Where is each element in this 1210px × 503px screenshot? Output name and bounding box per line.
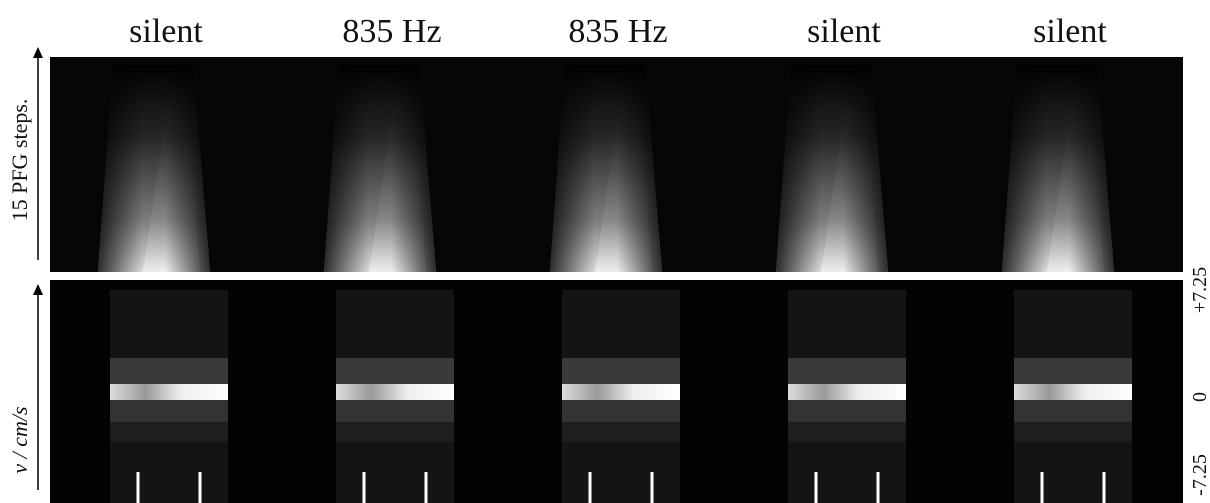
right-tick-label: 0 — [1189, 392, 1210, 402]
side-band — [1014, 358, 1132, 384]
side-band — [562, 400, 680, 422]
right-tick-label: -7.25 — [1189, 454, 1210, 496]
arrow-head — [33, 47, 43, 58]
fan-shade — [98, 65, 210, 272]
side-band — [562, 358, 680, 384]
side-band — [788, 400, 906, 422]
column-label: 835 Hz — [568, 13, 667, 50]
column-label: silent — [1033, 13, 1107, 50]
arrow-head — [33, 284, 43, 295]
side-band — [110, 422, 228, 442]
side-band — [562, 422, 680, 442]
column-label: 835 Hz — [342, 13, 441, 50]
fan-shade — [324, 65, 436, 272]
side-band — [110, 358, 228, 384]
side-band — [336, 422, 454, 442]
column-label: silent — [129, 13, 203, 50]
center-band — [110, 384, 228, 400]
side-band — [1014, 400, 1132, 422]
side-band — [336, 400, 454, 422]
side-band — [336, 358, 454, 384]
column-label: silent — [807, 13, 881, 50]
center-band — [562, 384, 680, 400]
center-band — [788, 384, 906, 400]
center-band — [1014, 384, 1132, 400]
side-band — [110, 400, 228, 422]
side-band — [788, 358, 906, 384]
center-band — [336, 384, 454, 400]
top-axis-label: 15 PFG steps. — [7, 99, 32, 222]
bottom-axis-label: v / cm/s — [7, 406, 32, 473]
side-band — [788, 422, 906, 442]
figure: 15 PFG steps. v / cm/s +7.25 0 -7.25 sil… — [0, 0, 1210, 503]
fan-shade — [776, 65, 888, 272]
fan-shade — [1002, 65, 1114, 272]
right-tick-label: +7.25 — [1189, 267, 1210, 313]
fan-shade — [550, 65, 662, 272]
side-band — [1014, 422, 1132, 442]
